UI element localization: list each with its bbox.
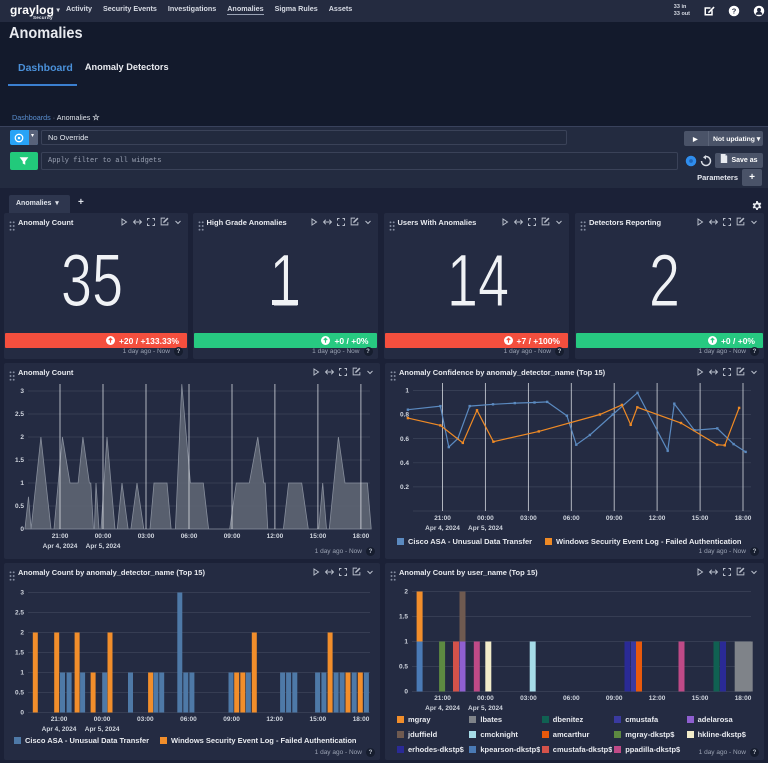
svg-text:2: 2 xyxy=(404,589,408,596)
svg-text:18:00: 18:00 xyxy=(735,695,752,702)
svg-text:21:00: 21:00 xyxy=(52,533,69,540)
svg-text:12:00: 12:00 xyxy=(649,695,666,702)
svg-text:03:00: 03:00 xyxy=(137,716,154,723)
svg-text:18:00: 18:00 xyxy=(735,515,752,522)
svg-text:0.2: 0.2 xyxy=(400,484,409,491)
svg-text:0.5: 0.5 xyxy=(15,503,24,510)
svg-text:1.5: 1.5 xyxy=(15,650,24,657)
svg-text:1.5: 1.5 xyxy=(15,457,24,464)
svg-text:0.5: 0.5 xyxy=(15,690,24,697)
svg-text:03:00: 03:00 xyxy=(520,695,537,702)
svg-text:03:00: 03:00 xyxy=(138,533,155,540)
svg-text:12:00: 12:00 xyxy=(649,515,666,522)
svg-text:Apr 4, 2024: Apr 4, 2024 xyxy=(425,525,460,532)
svg-text:Apr 5, 2024: Apr 5, 2024 xyxy=(85,726,120,733)
svg-text:3: 3 xyxy=(20,590,24,597)
svg-text:1: 1 xyxy=(404,639,408,646)
svg-text:09:00: 09:00 xyxy=(224,533,241,540)
svg-text:09:00: 09:00 xyxy=(223,716,240,723)
svg-text:18:00: 18:00 xyxy=(353,533,370,540)
svg-text:21:00: 21:00 xyxy=(434,695,451,702)
svg-text:Apr 4, 2024: Apr 4, 2024 xyxy=(42,726,77,733)
svg-text:0: 0 xyxy=(20,710,24,717)
svg-text:18:00: 18:00 xyxy=(353,716,370,723)
svg-text:0.6: 0.6 xyxy=(400,436,409,443)
svg-text:2: 2 xyxy=(20,434,24,441)
svg-text:21:00: 21:00 xyxy=(51,716,68,723)
svg-text:?: ? xyxy=(732,7,737,16)
svg-text:2.5: 2.5 xyxy=(15,411,24,418)
svg-text:Apr 5, 2024: Apr 5, 2024 xyxy=(468,705,503,712)
svg-text:09:00: 09:00 xyxy=(606,695,623,702)
svg-text:1.5: 1.5 xyxy=(399,614,408,621)
svg-text:12:00: 12:00 xyxy=(267,533,284,540)
svg-text:2: 2 xyxy=(20,630,24,637)
svg-text:09:00: 09:00 xyxy=(606,515,623,522)
svg-text:15:00: 15:00 xyxy=(309,716,326,723)
svg-text:15:00: 15:00 xyxy=(310,533,327,540)
svg-text:Apr 5, 2024: Apr 5, 2024 xyxy=(468,525,503,532)
svg-text:1: 1 xyxy=(20,670,24,677)
svg-text:0: 0 xyxy=(20,526,24,533)
svg-text:06:00: 06:00 xyxy=(181,533,198,540)
svg-text:0: 0 xyxy=(404,689,408,696)
svg-text:06:00: 06:00 xyxy=(180,716,197,723)
svg-text:00:00: 00:00 xyxy=(477,695,494,702)
svg-text:00:00: 00:00 xyxy=(94,716,111,723)
svg-text:0.8: 0.8 xyxy=(400,412,409,419)
svg-text:00:00: 00:00 xyxy=(95,533,112,540)
svg-text:21:00: 21:00 xyxy=(434,515,451,522)
svg-text:03:00: 03:00 xyxy=(520,515,537,522)
svg-text:2.5: 2.5 xyxy=(15,610,24,617)
svg-text:Apr 4, 2024: Apr 4, 2024 xyxy=(425,705,460,712)
svg-text:06:00: 06:00 xyxy=(563,515,580,522)
svg-text:Apr 5, 2024: Apr 5, 2024 xyxy=(86,543,121,550)
svg-text:00:00: 00:00 xyxy=(477,515,494,522)
svg-text:3: 3 xyxy=(20,388,24,395)
svg-text:12:00: 12:00 xyxy=(266,716,283,723)
svg-text:06:00: 06:00 xyxy=(563,695,580,702)
svg-text:Apr 4, 2024: Apr 4, 2024 xyxy=(43,543,78,550)
svg-text:0.4: 0.4 xyxy=(400,460,409,467)
svg-text:15:00: 15:00 xyxy=(692,515,709,522)
svg-text:1: 1 xyxy=(20,480,24,487)
svg-text:1: 1 xyxy=(405,388,409,395)
svg-text:0.5: 0.5 xyxy=(399,664,408,671)
svg-text:15:00: 15:00 xyxy=(692,695,709,702)
